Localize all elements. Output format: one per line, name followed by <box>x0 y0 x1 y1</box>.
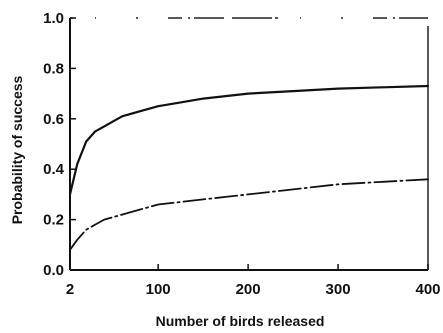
y-axis-title: Probability of success <box>9 75 25 224</box>
ticks-layer: 0.0 0.2 0.4 0.6 0.8 1.0 2 100 200 300 400 <box>43 10 440 298</box>
series-line-lower <box>69 178 429 251</box>
y-tick-label: 0.8 <box>43 60 64 77</box>
x-tick-label: 100 <box>146 281 171 298</box>
y-tick-label: 0.2 <box>43 212 64 229</box>
y-tick-label: 0.6 <box>43 111 64 128</box>
y-tick-label: 1.0 <box>43 10 64 27</box>
x-tick-label: 200 <box>236 281 261 298</box>
axes <box>69 17 429 271</box>
x-axis-title: Number of birds released <box>156 313 325 329</box>
x-tick-label: 2 <box>66 281 74 298</box>
x-tick-label: 300 <box>326 281 351 298</box>
x-tick-label: 400 <box>415 281 440 298</box>
series-line-upper <box>68 84 430 196</box>
y-tick-label: 0.4 <box>43 161 65 178</box>
y-tick-label: 0.0 <box>43 262 64 279</box>
series-layer <box>68 84 430 251</box>
